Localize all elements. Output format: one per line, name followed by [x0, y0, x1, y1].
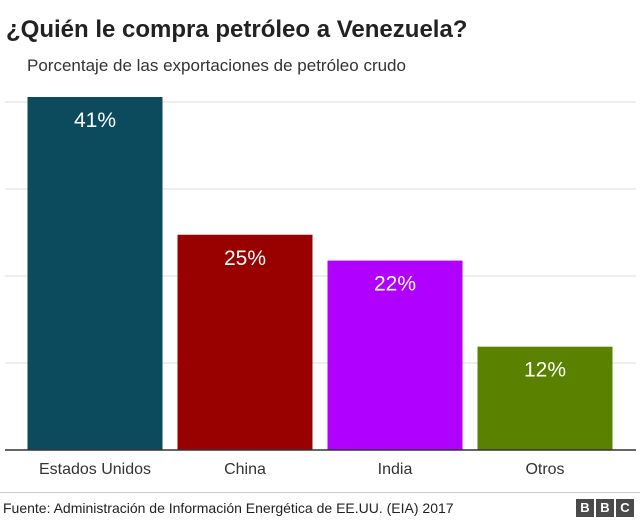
chart-subtitle: Porcentaje de las exportaciones de petró…	[27, 56, 406, 75]
bar	[327, 260, 463, 450]
source-note: Fuente: Administración de Información En…	[3, 500, 454, 516]
logo-letter: B	[576, 499, 594, 517]
footer-divider	[0, 492, 640, 493]
bar	[27, 97, 163, 450]
category-label: Otros	[525, 461, 564, 478]
value-label: 12%	[524, 359, 566, 382]
value-label: 22%	[374, 273, 416, 296]
bbc-logo: B B C	[576, 499, 634, 517]
value-label: 25%	[224, 247, 266, 270]
bar	[477, 346, 613, 450]
category-label: Estados Unidos	[39, 461, 151, 478]
value-label: 41%	[74, 109, 116, 132]
category-label: India	[378, 461, 413, 478]
bar-chart: 41% Estados Unidos 25% China 22% India 12% Otro…	[5, 97, 636, 478]
category-label: China	[224, 461, 266, 478]
bar	[177, 234, 313, 450]
logo-letter: B	[596, 499, 614, 517]
logo-letter: C	[616, 499, 634, 517]
chart-title: ¿Quién le compra petróleo a Venezuela?	[6, 16, 468, 43]
